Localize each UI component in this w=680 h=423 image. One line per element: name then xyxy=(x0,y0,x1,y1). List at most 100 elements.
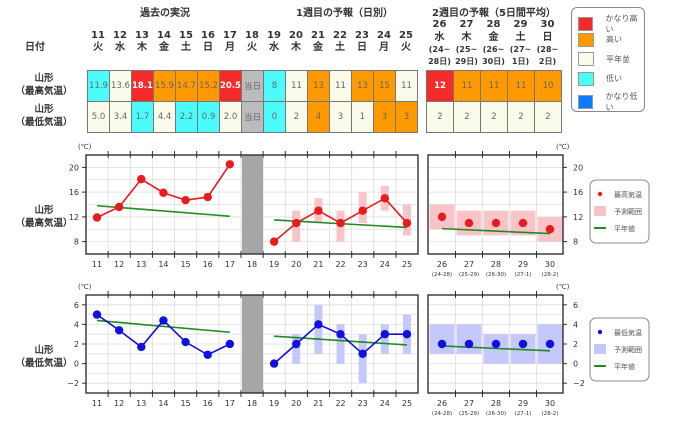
x-tick-label: 16 xyxy=(203,399,213,408)
week2-point xyxy=(437,212,447,222)
actual-point xyxy=(225,160,235,169)
legend-item-normal: 平年並 xyxy=(578,52,630,66)
forecast-point xyxy=(402,218,412,228)
x-tick-label: 14 xyxy=(158,399,168,408)
legend-item-low: 低い xyxy=(578,71,622,86)
max-temp-cell: 11 xyxy=(395,70,418,102)
x-tick-label: 12 xyxy=(114,260,124,269)
legend-label: かなり低い xyxy=(605,92,638,112)
day-header: 16 日 xyxy=(197,30,219,54)
unit-label: (℃) xyxy=(78,283,92,291)
week2-range-box xyxy=(429,324,455,354)
legend-label: 平年並 xyxy=(606,54,630,64)
period-start: (24~ xyxy=(428,45,451,54)
actual-point xyxy=(181,337,190,347)
max-temp-label: （最高気温） xyxy=(15,86,73,97)
max-row-label: 山形 （最高気温） xyxy=(4,72,84,98)
day-date: 23 xyxy=(355,30,369,41)
legend-item-high: 高い xyxy=(578,32,622,47)
day-date: 15 xyxy=(179,30,193,41)
week2-header: 30 日 (28~ 2日) xyxy=(534,18,561,68)
location-name: 山形 xyxy=(34,73,54,84)
day-weekday: 火 xyxy=(247,42,257,53)
legend-point-icon xyxy=(597,191,603,197)
unit-label-right: (℃) xyxy=(556,143,570,151)
day-header: 18 火 xyxy=(241,30,263,54)
day-weekday: 日 xyxy=(203,42,213,53)
x-tick-label: 12 xyxy=(114,399,124,408)
actual-point xyxy=(114,326,124,335)
x-tick-label: 21 xyxy=(313,260,323,269)
actual-point xyxy=(159,188,168,197)
forecast-point xyxy=(336,330,345,339)
y-tick-label: 20 xyxy=(69,163,79,172)
actual-point xyxy=(114,202,124,212)
x-tick-label: 24 xyxy=(380,260,390,269)
legend-label: かなり高い xyxy=(605,14,638,34)
forecast-range-bar xyxy=(336,324,345,364)
legend-swatch xyxy=(578,52,594,66)
day-header: 15 土 xyxy=(175,30,197,54)
week2-point xyxy=(491,218,501,228)
legend-range-icon xyxy=(594,206,606,216)
day-weekday: 月 xyxy=(379,42,389,53)
day-weekday: 火 xyxy=(401,42,411,53)
y-tick-label: 0 xyxy=(74,360,79,369)
forecast-range-bar xyxy=(292,334,301,364)
day-date: 25 xyxy=(399,30,413,41)
y-tick-label-right: 8 xyxy=(573,238,578,247)
legend-item-very-low: かなり低い xyxy=(578,91,644,113)
x-tick-label: 23 xyxy=(358,260,368,269)
y-tick-label-right: 12 xyxy=(573,213,583,222)
today-band xyxy=(242,155,263,254)
day-weekday: 土 xyxy=(515,32,526,43)
day-header: 17 月 xyxy=(219,30,241,54)
day-weekday: 木 xyxy=(291,42,301,53)
x-tick-label: 15 xyxy=(180,399,190,408)
legend-range-icon xyxy=(594,344,606,354)
x-tick-sublabel: (27-1) xyxy=(515,411,532,417)
legend-swatch xyxy=(578,95,594,109)
period-end: 28日) xyxy=(428,57,451,66)
location-name: 山形 xyxy=(34,104,54,115)
week2-max-cell: 10 xyxy=(534,70,562,102)
week2-point xyxy=(518,218,528,228)
x-tick-label: 30 xyxy=(545,399,555,408)
x-tick-label: 17 xyxy=(225,399,235,408)
legend-label: 高い xyxy=(606,35,622,44)
y-tick-label-right: 0 xyxy=(573,360,578,369)
x-tick-sublabel: (28-2) xyxy=(542,411,559,417)
x-tick-label: 23 xyxy=(358,399,368,408)
x-tick-sublabel: (25-29) xyxy=(459,272,479,278)
x-tick-sublabel: (26-30) xyxy=(486,272,506,278)
legend-label: 最低気温 xyxy=(614,328,642,337)
forecast-point xyxy=(380,330,390,339)
week2-header: 27 木 (25~ 29日) xyxy=(453,18,480,68)
forecast-point xyxy=(380,194,390,203)
day-date: 26 xyxy=(432,19,447,30)
day-date: 21 xyxy=(311,30,325,41)
day-date: 29 xyxy=(513,19,528,30)
min-temp-label: （最低気温） xyxy=(15,117,73,128)
x-tick-sublabel: (25-29) xyxy=(459,411,479,417)
forecast-range-bar xyxy=(358,334,367,384)
week2-header: 28 金 (26~ 30日) xyxy=(480,18,507,68)
location-name: 山形 xyxy=(34,345,54,356)
x-tick-label: 17 xyxy=(225,260,235,269)
legend-label: 最高気温 xyxy=(614,190,642,199)
legend-label: 平年値 xyxy=(614,224,635,233)
normal-line-week1 xyxy=(274,335,408,346)
day-weekday: 金 xyxy=(159,42,169,53)
y-tick-label-right: 16 xyxy=(573,188,583,197)
forecast-point xyxy=(314,206,323,215)
day-weekday: 金 xyxy=(313,42,323,53)
legend-swatch xyxy=(578,17,594,31)
forecast-point xyxy=(314,320,323,329)
week2-header: 26 水 (24~ 28日) xyxy=(426,18,453,68)
x-tick-label: 18 xyxy=(247,260,257,269)
min-row-label: 山形 （最低気温） xyxy=(4,103,84,129)
y-tick-label: 2 xyxy=(74,340,79,349)
y-tick-label: −2 xyxy=(67,379,79,388)
x-tick-label: 28 xyxy=(491,260,501,269)
day-header: 22 土 xyxy=(329,30,351,54)
